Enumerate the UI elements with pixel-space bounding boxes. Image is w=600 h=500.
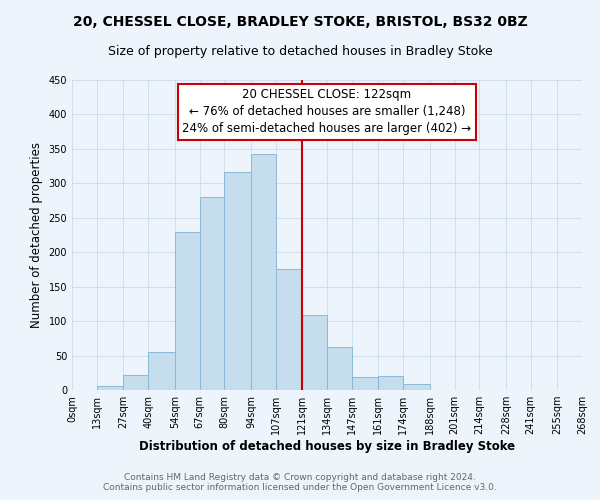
Bar [199,197,224,390]
Text: 20 CHESSEL CLOSE: 122sqm
← 76% of detached houses are smaller (1,248)
24% of sem: 20 CHESSEL CLOSE: 122sqm ← 76% of detach… [182,88,472,136]
Bar [148,352,175,390]
Bar [124,375,148,390]
Text: Contains public sector information licensed under the Open Government Licence v3: Contains public sector information licen… [103,484,497,492]
Bar [379,376,403,390]
Text: Contains HM Land Registry data © Crown copyright and database right 2024.: Contains HM Land Registry data © Crown c… [124,474,476,482]
X-axis label: Distribution of detached houses by size in Bradley Stoke: Distribution of detached houses by size … [139,440,515,453]
Bar [97,386,124,390]
Bar [251,154,275,390]
Y-axis label: Number of detached properties: Number of detached properties [30,142,43,328]
Bar [302,315,327,390]
Bar [275,270,302,390]
Text: Size of property relative to detached houses in Bradley Stoke: Size of property relative to detached ho… [107,45,493,58]
Text: 20, CHESSEL CLOSE, BRADLEY STOKE, BRISTOL, BS32 0BZ: 20, CHESSEL CLOSE, BRADLEY STOKE, BRISTO… [73,15,527,29]
Bar [224,172,251,390]
Bar [403,384,430,390]
Bar [327,346,352,390]
Bar [175,232,199,390]
Bar [352,377,379,390]
